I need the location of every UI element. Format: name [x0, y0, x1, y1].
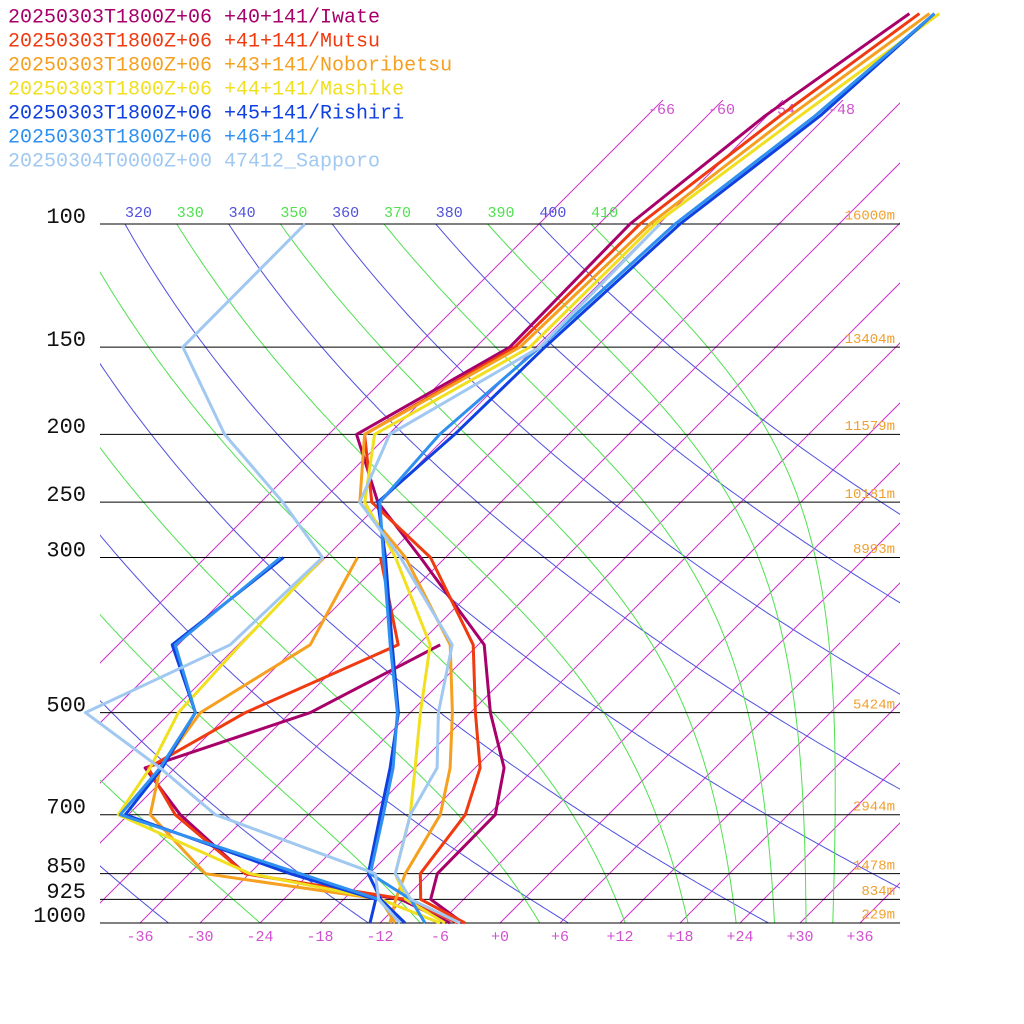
x-tick-label: -30 — [186, 929, 213, 946]
isotherm — [439, 462, 900, 923]
legend: 20250303T1800Z+06 +40+141/Iwate20250303T… — [8, 6, 452, 173]
moist-adiabat — [383, 224, 775, 923]
legend-entry: 20250303T1800Z+06 +46+141/ — [8, 126, 320, 149]
isotherm — [799, 822, 900, 923]
pressure-label: 200 — [46, 415, 86, 440]
dewpoint-line — [83, 222, 402, 925]
dry-adiabat — [331, 224, 900, 695]
isotherm — [100, 100, 784, 784]
dry-adiabat-label: 320 — [125, 205, 152, 222]
dry-adiabat-label: 380 — [436, 205, 463, 222]
pressure-label: 300 — [46, 538, 86, 563]
isotherm — [139, 162, 900, 923]
isotherm — [739, 762, 900, 923]
moist-adiabat — [590, 224, 836, 923]
moist-adiabat-label: 330 — [177, 205, 204, 222]
height-label: 1478m — [853, 858, 895, 874]
legend-entry: 20250303T1800Z+06 +41+141/Mutsu — [8, 30, 380, 53]
legend-entry: 20250303T1800Z+06 +44+141/Mashike — [8, 78, 404, 101]
legend-entry: 20250303T1800Z+06 +40+141/Iwate — [8, 6, 380, 29]
height-label: 834m — [861, 884, 895, 900]
moist-adiabat-label: 390 — [488, 205, 515, 222]
isotherm-label: -48 — [828, 102, 855, 119]
x-tick-label: -6 — [431, 929, 449, 946]
x-tick-label: +24 — [726, 929, 753, 946]
isotherm-label: -66 — [648, 102, 675, 119]
pressure-label: 250 — [46, 483, 86, 508]
height-label: 2944m — [853, 799, 895, 815]
dry-adiabat-label: 400 — [539, 205, 566, 222]
x-tick-label: -24 — [246, 929, 273, 946]
x-tick-label: -36 — [126, 929, 153, 946]
dry-adiabat-label: 360 — [332, 205, 359, 222]
x-tick-label: +30 — [786, 929, 813, 946]
moist-adiabat-label: 370 — [384, 205, 411, 222]
axes: -66 -60 -54 -48 320 340 360 380 400 330 350 370 390 4… — [33, 102, 900, 946]
moist-adiabat-label: 410 — [591, 205, 618, 222]
isotherm — [559, 582, 900, 923]
pressure-label: 500 — [46, 693, 86, 718]
isotherm — [259, 282, 900, 923]
legend-entry: 20250303T1800Z+06 +43+141/Noboribetsu — [8, 54, 452, 77]
isotherm — [100, 100, 664, 664]
x-tick-label: -12 — [366, 929, 393, 946]
height-label: 10181m — [845, 487, 895, 503]
x-tick-label: +12 — [606, 929, 633, 946]
isotherm — [679, 702, 900, 923]
height-label: 8993m — [853, 542, 895, 558]
pressure-label: 700 — [46, 796, 86, 821]
pressure-label: 925 — [46, 880, 86, 905]
x-tick-label: -18 — [306, 929, 333, 946]
isotherm — [619, 642, 900, 923]
height-label: 16000m — [845, 209, 895, 225]
pressure-label: 100 — [46, 205, 86, 230]
legend-entry: 20250303T1800Z+06 +45+141/Rishiri — [8, 102, 404, 125]
isotherm — [100, 100, 724, 724]
isotherm — [100, 102, 900, 904]
dry-adiabat-label: 340 — [229, 205, 256, 222]
pressure-label: 1000 — [33, 904, 86, 929]
height-label: 13404m — [845, 332, 895, 348]
isotherm-label: -54 — [768, 102, 795, 119]
pressure-label: 850 — [46, 854, 86, 879]
dry-adiabat — [539, 224, 900, 515]
x-tick-label: +0 — [491, 929, 509, 946]
isotherm — [319, 342, 900, 923]
temperature-line — [363, 12, 921, 925]
dewpoint-line — [118, 556, 402, 925]
x-tick-label: +18 — [666, 929, 693, 946]
isotherm — [100, 100, 844, 844]
legend-entry: 20250304T0000Z+00 47412_Sapporo — [8, 150, 380, 173]
height-label: 11579m — [845, 419, 895, 435]
x-tick-label: +6 — [551, 929, 569, 946]
soundings — [83, 12, 941, 925]
height-label: 229m — [861, 908, 895, 924]
temperature-line — [366, 12, 936, 925]
moist-adiabat-label: 350 — [280, 205, 307, 222]
temperature-line — [358, 222, 662, 925]
isotherm — [199, 222, 900, 923]
height-label: 5424m — [853, 697, 895, 713]
isotherm-label: -60 — [708, 102, 735, 119]
temperature-line — [368, 12, 936, 924]
isotherm — [379, 402, 900, 923]
x-tick-label: +36 — [846, 929, 873, 946]
isotherm — [499, 522, 900, 923]
pressure-label: 150 — [46, 328, 86, 353]
